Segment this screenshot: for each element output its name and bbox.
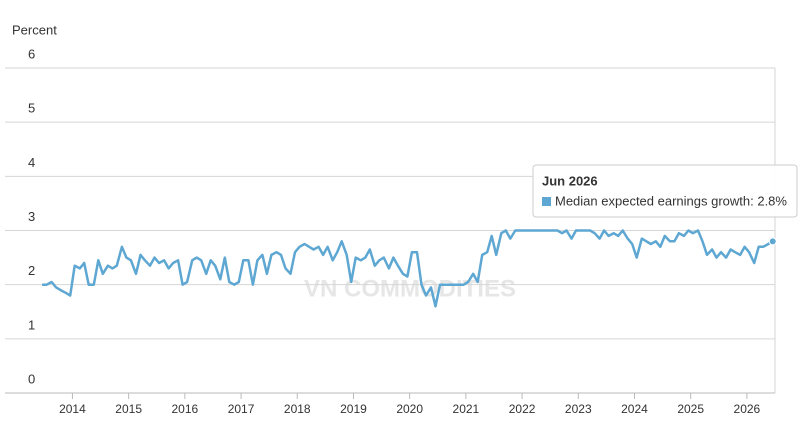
x-tick-label: 2026 bbox=[734, 402, 761, 416]
x-tick-label: 2019 bbox=[340, 402, 367, 416]
y-tick-label: 3 bbox=[28, 209, 35, 224]
x-tick-label: 2014 bbox=[59, 402, 86, 416]
hover-point bbox=[768, 237, 777, 246]
y-tick-label: 0 bbox=[28, 371, 35, 386]
x-tick-label: 2021 bbox=[453, 402, 480, 416]
x-tick-label: 2022 bbox=[509, 402, 536, 416]
y-axis-label: Percent bbox=[12, 22, 57, 37]
y-tick-label: 2 bbox=[28, 263, 35, 278]
tooltip: Jun 2026 Median expected earnings growth… bbox=[532, 164, 798, 218]
x-tick-label: 2015 bbox=[115, 402, 142, 416]
tooltip-text: Median expected earnings growth: 2.8% bbox=[555, 193, 787, 208]
x-tick-label: 2024 bbox=[621, 402, 648, 416]
x-tick-label: 2023 bbox=[565, 402, 592, 416]
y-tick-label: 6 bbox=[28, 46, 35, 61]
x-tick-label: 2020 bbox=[396, 402, 423, 416]
tooltip-box bbox=[532, 164, 798, 218]
x-tick-label: 2018 bbox=[284, 402, 311, 416]
series-line bbox=[42, 229, 774, 308]
x-tick-label: 2016 bbox=[172, 402, 199, 416]
tooltip-title: Jun 2026 bbox=[542, 173, 598, 188]
y-tick-label: 4 bbox=[28, 155, 35, 170]
y-tick-label: 5 bbox=[28, 101, 35, 116]
y-tick-label: 1 bbox=[28, 317, 35, 332]
tooltip-swatch bbox=[542, 197, 551, 206]
x-tick-label: 2025 bbox=[677, 402, 704, 416]
x-tick-label: 2017 bbox=[228, 402, 255, 416]
watermark: VN COMMODITIES bbox=[304, 275, 516, 302]
